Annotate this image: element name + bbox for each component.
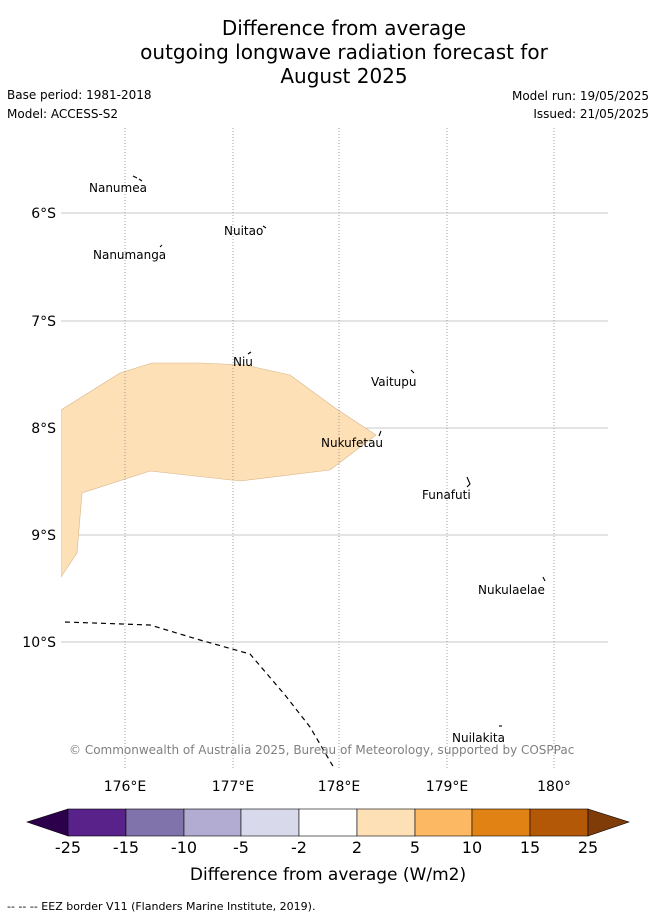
lon-label-180: 180° xyxy=(537,779,571,795)
title-line-1: Difference from average xyxy=(221,16,467,40)
island-label-vaitupu: Vaitupu xyxy=(371,375,417,389)
island-label-nukulaelae: Nukulaelae xyxy=(478,583,545,597)
colorbar-tick-25: 25 xyxy=(578,838,598,857)
lat-label-6s: 6°S xyxy=(31,206,56,222)
colorbar-tick-10: 10 xyxy=(462,838,482,857)
lat-label-10s: 10°S xyxy=(22,635,56,651)
copyright-text: © Commonwealth of Australia 2025, Bureau… xyxy=(69,743,574,757)
island-labels: Nanumea Nuitao Nanumanga Niu Vaitupu Nuk… xyxy=(89,181,545,745)
model-name: Model: ACCESS-S2 xyxy=(7,107,119,121)
base-period: Base period: 1981-2018 xyxy=(7,88,152,102)
eez-border xyxy=(64,621,335,769)
lon-label-177e: 177°E xyxy=(212,779,255,795)
colorbar-label: Difference from average (W/m2) xyxy=(190,865,466,885)
island-label-nuitao: Nuitao xyxy=(224,224,263,238)
colorbar-tick-15: 15 xyxy=(520,838,540,857)
colorbar-tick-m5: -5 xyxy=(233,838,249,857)
nanumea-outline xyxy=(132,175,143,182)
colorbar-bin-7 xyxy=(414,808,473,837)
colorbar-tick-2: 2 xyxy=(352,838,362,857)
colorbar xyxy=(26,808,630,837)
nuitao-outline xyxy=(262,225,267,229)
anomaly-region xyxy=(61,362,377,578)
lat-label-7s: 7°S xyxy=(31,314,56,330)
colorbar-bin-9 xyxy=(529,808,589,837)
island-label-niu: Niu xyxy=(233,355,253,369)
eez-footnote: -- -- -- EEZ border V11 (Flanders Marine… xyxy=(7,900,316,913)
lon-label-178e: 178°E xyxy=(318,779,361,795)
island-label-funafuti: Funafuti xyxy=(422,488,471,502)
model-run: Model run: 19/05/2025 xyxy=(511,89,649,103)
lon-label-179e: 179°E xyxy=(426,779,469,795)
latitude-labels: 6°S 7°S 8°S 9°S 10°S xyxy=(22,206,56,651)
colorbar-under-arrow xyxy=(26,808,69,837)
colorbar-tick-m2: -2 xyxy=(291,838,307,857)
colorbar-bin-1 xyxy=(67,808,127,837)
lon-label-176e: 176°E xyxy=(104,779,147,795)
colorbar-bin-2 xyxy=(125,808,185,837)
title-line-2: outgoing longwave radiation forecast for xyxy=(140,40,548,64)
funafuti-outline xyxy=(466,476,471,488)
lat-label-8s: 8°S xyxy=(31,421,56,437)
vaitupu-outline xyxy=(410,369,415,374)
longitude-labels: 176°E 177°E 178°E 179°E 180° xyxy=(104,779,571,795)
colorbar-tick-m15: -15 xyxy=(113,838,139,857)
longitude-gridlines xyxy=(124,128,555,770)
colorbar-bin-8 xyxy=(471,808,531,837)
island-label-nuilakita: Nuilakita xyxy=(452,731,505,745)
title-line-3: August 2025 xyxy=(280,64,408,88)
colorbar-over-arrow xyxy=(587,808,630,837)
colorbar-ticks: -25 -15 -10 -5 -2 2 5 10 15 25 xyxy=(55,838,598,857)
colorbar-bin-5 xyxy=(298,808,358,837)
colorbar-bin-6 xyxy=(356,808,416,837)
nukulaelae-outline xyxy=(542,576,546,582)
island-outlines xyxy=(132,175,546,727)
island-label-nanumanga: Nanumanga xyxy=(93,248,166,262)
colorbar-bin-4 xyxy=(240,808,300,837)
island-label-nukufetau: Nukufetau xyxy=(321,436,383,450)
colorbar-bin-3 xyxy=(183,808,242,837)
colorbar-tick-m25: -25 xyxy=(55,838,81,857)
map-title: Difference from average outgoing longwav… xyxy=(0,16,655,88)
niu-outline xyxy=(247,351,252,355)
nanumanga-outline xyxy=(159,244,163,248)
island-label-nanumea: Nanumea xyxy=(89,181,147,195)
nukufetau-outline xyxy=(378,430,382,437)
lat-label-9s: 9°S xyxy=(31,528,56,544)
colorbar-tick-5: 5 xyxy=(410,838,420,857)
colorbar-tick-m10: -10 xyxy=(171,838,197,857)
issued-date: Issued: 21/05/2025 xyxy=(533,107,649,121)
